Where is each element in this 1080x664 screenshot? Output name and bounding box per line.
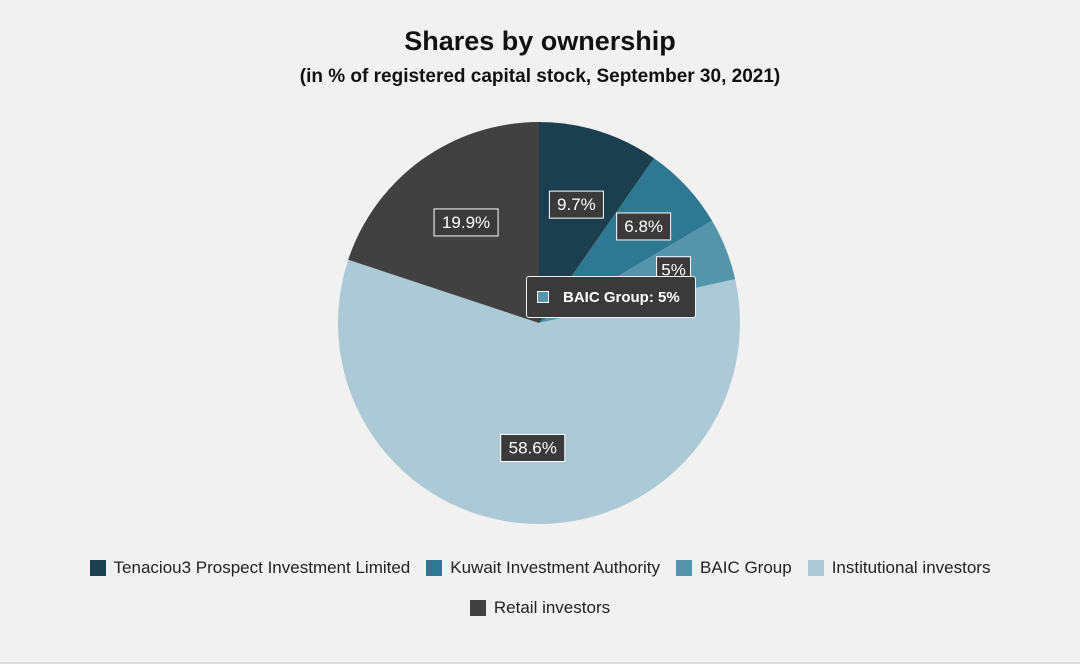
legend-item-kuwait[interactable]: Kuwait Investment Authority	[426, 558, 660, 578]
legend-swatch	[676, 560, 693, 576]
legend-swatch	[469, 600, 486, 616]
tooltip-text: BAIC Group: 5%	[563, 288, 680, 306]
legend-label: Tenaciou3 Prospect Investment Limited	[113, 558, 411, 577]
svg-text:5%: 5%	[661, 261, 686, 280]
slice-institutional[interactable]	[337, 259, 740, 525]
hover-tooltip: BAIC Group: 5%	[526, 276, 696, 318]
legend-item-baic[interactable]: BAIC Group	[676, 558, 792, 578]
legend-label: Institutional investors	[831, 558, 991, 577]
legend-swatch	[89, 560, 106, 576]
legend-label: Kuwait Investment Authority	[450, 558, 661, 577]
legend-swatch	[807, 560, 824, 576]
data-label: 9.7%	[548, 190, 604, 219]
svg-text:6.8%: 6.8%	[624, 217, 663, 236]
legend-label: BAIC Group	[700, 558, 792, 577]
chart-title: Shares by ownership	[404, 26, 676, 56]
data-label: 6.8%	[616, 212, 672, 241]
svg-text:19.9%: 19.9%	[442, 213, 490, 232]
legend: Tenaciou3 Prospect Investment Limited Ku…	[0, 558, 1080, 618]
svg-text:58.6%: 58.6%	[509, 438, 557, 457]
svg-text:9.7%: 9.7%	[557, 195, 596, 214]
data-label: 58.6%	[500, 433, 566, 462]
legend-item-tenacious3[interactable]: Tenaciou3 Prospect Investment Limited	[89, 558, 411, 578]
legend-swatch	[426, 560, 443, 576]
legend-label: Retail investors	[493, 598, 611, 617]
data-label: 19.9%	[433, 208, 499, 237]
tooltip-swatch	[537, 291, 549, 303]
chart-subtitle: (in % of registered capital stock, Septe…	[299, 66, 781, 87]
legend-item-institutional[interactable]: Institutional investors	[807, 558, 991, 578]
bottom-divider	[0, 662, 1080, 664]
slice-tenacious3[interactable]	[539, 122, 655, 323]
legend-item-retail[interactable]: Retail investors	[469, 598, 611, 618]
